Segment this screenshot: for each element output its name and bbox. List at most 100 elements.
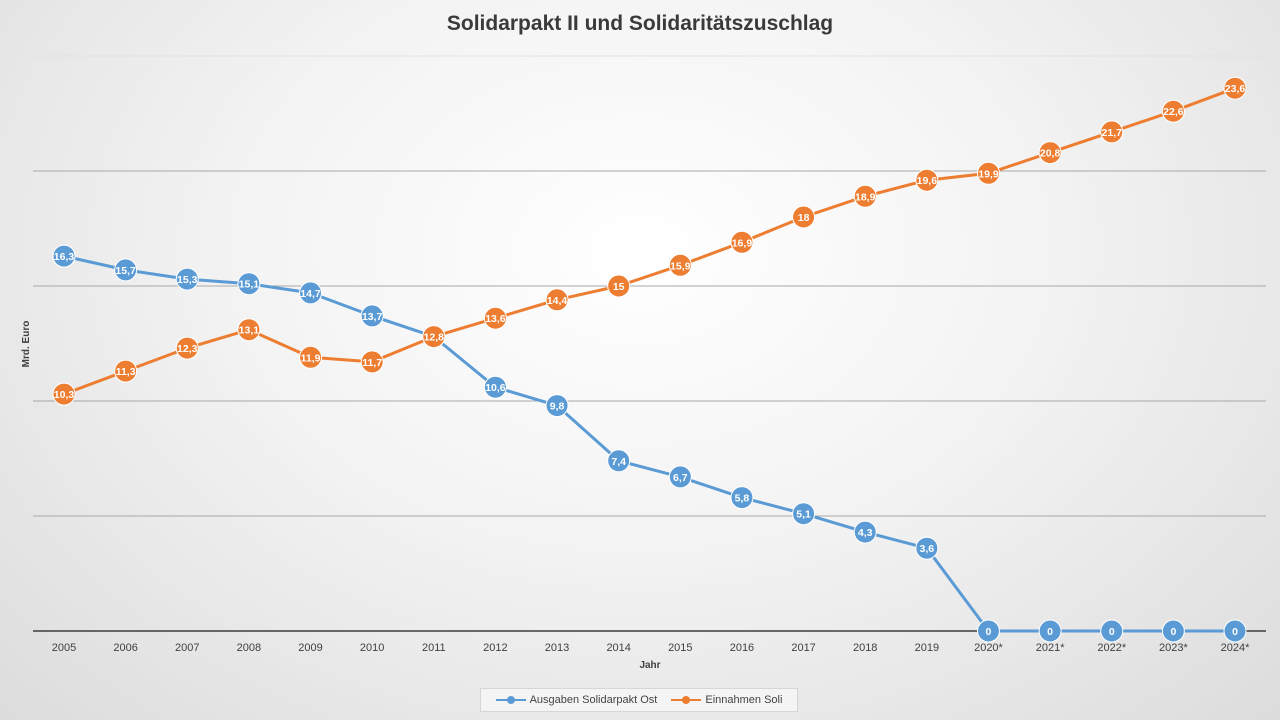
data-label: 16,3 [54, 251, 75, 263]
series-points: 16,3 15,7 15,3 15,1 14,7 13,7 12,8 10,6 9,8 7,4 6,… [52, 76, 1247, 643]
data-label: 22,6 [1163, 106, 1184, 118]
data-point [483, 375, 507, 399]
data-point [915, 168, 939, 192]
data-point [299, 281, 323, 305]
data-point [976, 619, 1000, 643]
data-point [1223, 76, 1247, 100]
x-tick-label: 2018 [853, 642, 877, 654]
data-point [545, 394, 569, 418]
data-label: 15,7 [115, 265, 136, 277]
data-point [360, 350, 384, 374]
data-point [1038, 619, 1062, 643]
data-point [853, 184, 877, 208]
series-line [63, 86, 1236, 396]
series-lines [63, 86, 1236, 633]
data-label: 12,8 [424, 332, 445, 344]
x-tick-label: 2007 [175, 642, 199, 654]
data-point [730, 486, 754, 510]
data-label: 0 [986, 626, 992, 638]
data-label: 0 [1109, 626, 1115, 638]
data-label: 19,6 [917, 175, 938, 187]
legend-label: Ausgaben Solidarpakt Ost [529, 694, 658, 706]
data-label: 15,1 [239, 279, 260, 291]
data-point [360, 304, 384, 328]
chart-title: Solidarpakt II und Solidaritätszuschlag [446, 12, 834, 35]
data-label: 5,1 [796, 509, 811, 521]
data-point [607, 274, 631, 298]
data-label: 9,8 [550, 401, 565, 413]
legend-label: Einnahmen Soli [705, 694, 783, 706]
data-label: 11,9 [301, 352, 321, 364]
data-point [668, 253, 692, 277]
x-tick-label: 2014 [606, 642, 630, 654]
data-point [52, 382, 76, 406]
data-label: 18,9 [855, 191, 876, 203]
x-tick-label: 2024* [1221, 642, 1250, 654]
x-tick-label: 2019 [915, 642, 939, 654]
data-label: 21,7 [1102, 127, 1123, 139]
data-point [853, 520, 877, 544]
data-point [114, 258, 138, 282]
data-point [1161, 99, 1185, 123]
legend-swatch [671, 695, 702, 705]
data-label: 14,7 [300, 288, 321, 300]
y-axis-label-group: Mrd. Euro [21, 321, 32, 368]
series-line [63, 254, 1235, 633]
x-tick-label: 2006 [113, 642, 137, 654]
x-tick-label: 2016 [730, 642, 754, 654]
data-label: 0 [1170, 626, 1176, 638]
data-point [1038, 141, 1062, 165]
legend-item: Ausgaben Solidarpakt Ost [495, 694, 658, 706]
data-label: 19,9 [978, 168, 999, 180]
x-tick-label: 2013 [545, 642, 569, 654]
x-tick-label: 2023* [1159, 642, 1188, 654]
data-point [976, 161, 1000, 185]
data-label: 11,3 [116, 366, 136, 378]
x-axis-label: Jahr [639, 660, 660, 671]
data-point [730, 230, 754, 254]
data-point [668, 465, 692, 489]
data-point [175, 336, 199, 360]
data-label: 12,3 [177, 343, 198, 355]
data-point [792, 502, 816, 526]
x-tick-label: 2017 [791, 642, 815, 654]
data-point [607, 449, 631, 473]
data-point [237, 272, 261, 296]
x-axis: 2005 2006 2007 2008 2009 2010 2011 2012 2013 2014… [33, 630, 1266, 671]
x-tick-label: 2010 [360, 642, 384, 654]
data-point [483, 306, 507, 330]
data-point [1100, 619, 1124, 643]
legend-swatch [495, 695, 526, 705]
data-label: 23,6 [1225, 83, 1246, 95]
data-label: 0 [1047, 626, 1053, 638]
x-tick-label: 2021* [1036, 642, 1065, 654]
data-label: 4,3 [858, 527, 873, 539]
data-point [175, 267, 199, 291]
gridlines [33, 55, 1266, 517]
data-label: 15,9 [670, 260, 691, 272]
data-label: 3,6 [920, 543, 935, 555]
x-tick-label: 2009 [298, 642, 322, 654]
data-label: 16,9 [732, 237, 753, 249]
data-point [792, 205, 816, 229]
data-label: 6,7 [673, 472, 688, 484]
x-tick-label: 2005 [52, 642, 76, 654]
x-tick-label: 2011 [422, 642, 446, 654]
data-label: 7,4 [611, 456, 626, 468]
data-point [422, 325, 446, 349]
data-point [1223, 619, 1247, 643]
x-tick-label: 2008 [237, 642, 261, 654]
data-point [545, 288, 569, 312]
x-tick-label: 2020* [974, 642, 1003, 654]
data-point [237, 318, 261, 342]
data-label: 15,3 [177, 274, 198, 286]
data-point [1161, 619, 1185, 643]
data-label: 0 [1232, 626, 1238, 638]
data-label: 13,1 [239, 325, 260, 337]
data-point [114, 359, 138, 383]
data-label: 20,8 [1040, 148, 1061, 160]
data-point [299, 345, 323, 369]
data-label: 10,3 [54, 389, 75, 401]
data-label: 11,7 [362, 357, 382, 369]
data-label: 5,8 [735, 493, 750, 505]
